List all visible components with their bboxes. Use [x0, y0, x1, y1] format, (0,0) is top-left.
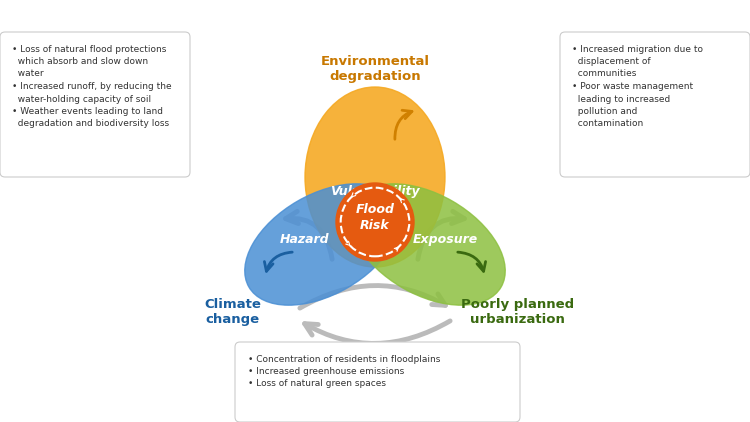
- Ellipse shape: [305, 87, 445, 267]
- Text: • Increased migration due to
  displacement of
  communities
• Poor waste manage: • Increased migration due to displacemen…: [572, 44, 704, 129]
- Text: Climate
change: Climate change: [204, 298, 261, 326]
- Text: • Concentration of residents in floodplains
• Increased greenhouse emissions
• L: • Concentration of residents in floodpla…: [248, 354, 440, 389]
- Ellipse shape: [244, 184, 400, 305]
- Ellipse shape: [350, 184, 506, 305]
- Text: Flood
Risk: Flood Risk: [356, 203, 395, 232]
- Circle shape: [336, 183, 414, 261]
- FancyBboxPatch shape: [0, 32, 190, 177]
- FancyBboxPatch shape: [235, 342, 520, 422]
- Text: • Loss of natural flood protections
  which absorb and slow down
  water
• Incre: • Loss of natural flood protections whic…: [13, 44, 172, 129]
- FancyBboxPatch shape: [560, 32, 750, 177]
- Text: Exposure: Exposure: [413, 233, 478, 246]
- Text: Vulnerability: Vulnerability: [330, 186, 420, 198]
- Text: Hazard: Hazard: [280, 233, 330, 246]
- Text: Poorly planned
urbanization: Poorly planned urbanization: [461, 298, 574, 326]
- Text: Environmental
degradation: Environmental degradation: [320, 56, 430, 84]
